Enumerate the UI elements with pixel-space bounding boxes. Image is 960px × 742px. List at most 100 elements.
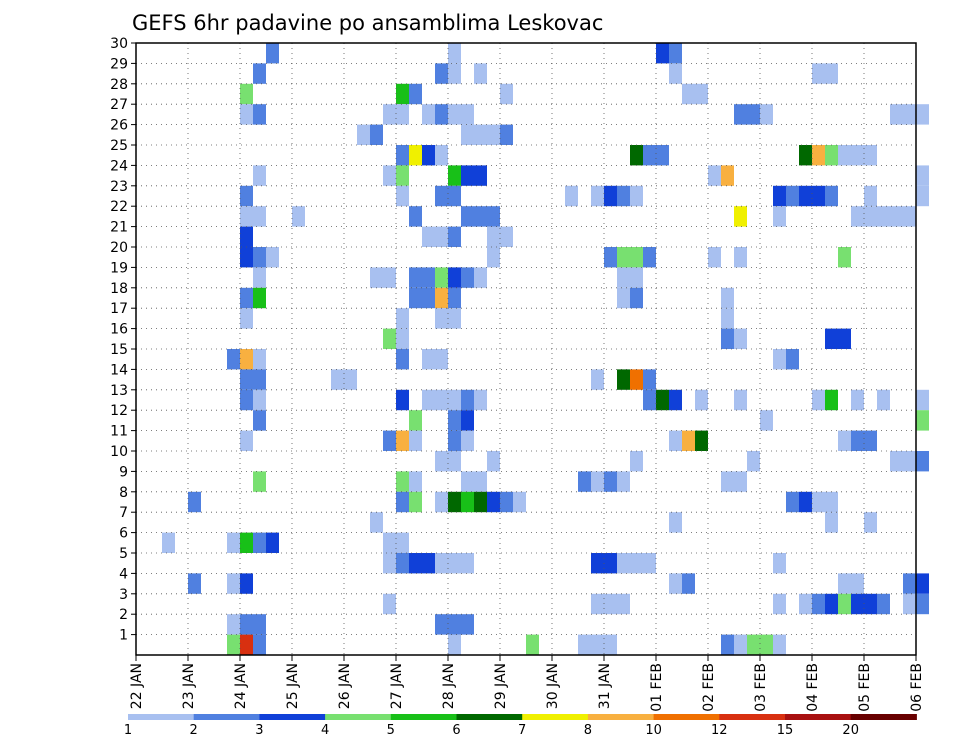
heatmap-cell xyxy=(578,471,591,492)
heatmap-cell xyxy=(266,43,279,64)
heatmap-cell xyxy=(617,369,630,390)
heatmap-cell xyxy=(435,614,448,635)
legend-swatch xyxy=(193,714,260,720)
heatmap-cell xyxy=(604,593,617,615)
heatmap-cell xyxy=(227,573,240,594)
heatmap-cell xyxy=(760,104,773,125)
heatmap-cell xyxy=(409,430,422,451)
heatmap-cell xyxy=(604,247,617,268)
heatmap-cell xyxy=(630,287,643,309)
heatmap-cell xyxy=(864,512,877,533)
y-tick-label: 12 xyxy=(110,403,128,419)
y-tick-label: 25 xyxy=(110,138,128,154)
heatmap-cell xyxy=(669,389,682,411)
y-tick-label: 9 xyxy=(119,464,128,480)
legend-swatch xyxy=(456,714,523,720)
heatmap-cell xyxy=(500,491,513,513)
heatmap-cell xyxy=(591,185,604,207)
heatmap-cell xyxy=(435,308,448,329)
heatmap-cell xyxy=(708,247,721,268)
heatmap-cell xyxy=(825,491,838,513)
heatmap-cell xyxy=(448,389,461,411)
y-tick-label: 20 xyxy=(110,240,128,256)
heatmap-cell xyxy=(383,430,396,451)
y-tick-label: 17 xyxy=(110,301,128,317)
heatmap-cell xyxy=(253,287,266,309)
y-tick-label: 1 xyxy=(119,628,128,644)
heatmap-cell xyxy=(669,430,682,451)
heatmap-cell xyxy=(799,145,812,166)
y-tick-label: 21 xyxy=(110,220,128,236)
heatmap-cell xyxy=(461,430,474,451)
heatmap-cell xyxy=(240,634,253,655)
heatmap-cell xyxy=(461,206,474,227)
heatmap-cell xyxy=(448,104,461,125)
heatmap-cell xyxy=(422,104,435,125)
heatmap-cell xyxy=(240,206,253,227)
heatmap-cell xyxy=(253,63,266,84)
heatmap-cell xyxy=(253,410,266,431)
heatmap-cell xyxy=(253,614,266,635)
heatmap-cell xyxy=(448,634,461,655)
heatmap-cell xyxy=(422,349,435,370)
heatmap-cell xyxy=(383,593,396,615)
heatmap-cell xyxy=(435,287,448,309)
heatmap-cell xyxy=(240,349,253,370)
heatmap-cell xyxy=(604,553,617,574)
y-tick-label: 13 xyxy=(110,383,128,399)
heatmap-cell xyxy=(409,267,422,288)
heatmap-cell xyxy=(630,553,643,574)
heatmap-cell xyxy=(253,471,266,492)
legend-label: 8 xyxy=(584,723,592,738)
heatmap-cell xyxy=(396,308,409,329)
heatmap-cell xyxy=(487,247,500,268)
heatmap-cell xyxy=(773,185,786,207)
y-tick-label: 24 xyxy=(110,158,128,174)
heatmap-cell xyxy=(526,634,539,655)
heatmap-cell xyxy=(396,185,409,207)
heatmap-cell xyxy=(474,63,487,84)
heatmap-cell xyxy=(461,267,474,288)
heatmap-cell xyxy=(383,104,396,125)
heatmap-cell xyxy=(474,165,487,186)
heatmap-cell xyxy=(448,267,461,288)
heatmap-cell xyxy=(487,124,500,145)
heatmap-cell xyxy=(240,430,253,451)
heatmap-cell xyxy=(409,410,422,431)
heatmap-cell xyxy=(643,247,656,268)
heatmap-cell xyxy=(422,226,435,247)
heatmap-cell xyxy=(916,573,929,594)
heatmap-cell xyxy=(409,553,422,574)
heatmap-cell xyxy=(630,247,643,268)
heatmap-cell xyxy=(448,410,461,431)
heatmap-cell xyxy=(227,532,240,553)
legend-label: 7 xyxy=(518,723,526,738)
heatmap-cell xyxy=(669,573,682,594)
legend-label: 10 xyxy=(645,723,662,738)
heatmap-cell xyxy=(253,349,266,370)
heatmap-cell xyxy=(370,124,383,145)
legend-swatch xyxy=(390,714,457,720)
heatmap-cell xyxy=(838,593,851,615)
heatmap-cell xyxy=(396,165,409,186)
heatmap-cell xyxy=(669,43,682,64)
heatmap-cell xyxy=(721,634,734,655)
grid-lines xyxy=(136,43,916,655)
heatmap-cell xyxy=(383,267,396,288)
heatmap-cell xyxy=(591,553,604,574)
legend-swatch xyxy=(128,714,195,720)
heatmap-cell xyxy=(903,451,916,472)
heatmap-cell xyxy=(864,145,877,166)
heatmap-cell xyxy=(448,308,461,329)
legend-swatch xyxy=(850,714,917,720)
heatmap-cell xyxy=(838,145,851,166)
heatmap-cell xyxy=(617,471,630,492)
legend-swatch xyxy=(719,714,786,720)
heatmap-cell xyxy=(474,267,487,288)
heatmap-cell xyxy=(487,226,500,247)
heatmap-cell xyxy=(864,430,877,451)
heatmap-cell xyxy=(448,553,461,574)
heatmap-cell xyxy=(916,165,929,186)
heatmap-cell xyxy=(240,614,253,635)
